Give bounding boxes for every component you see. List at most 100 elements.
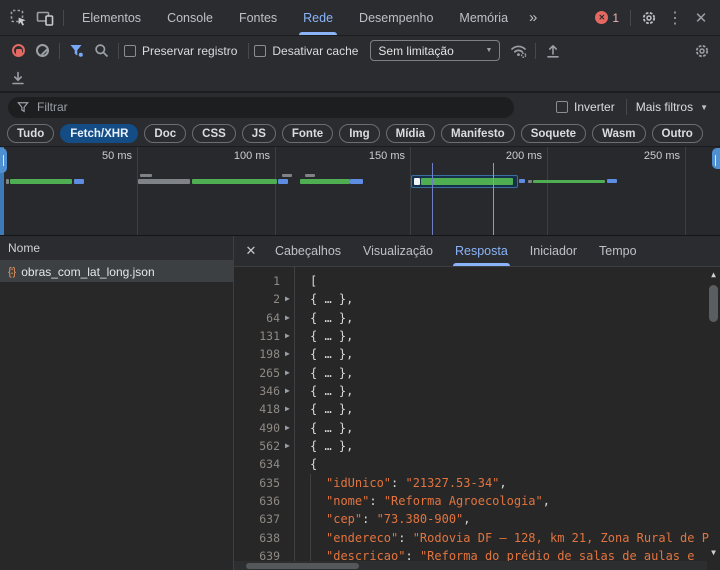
requests-name-column-header[interactable]: Nome — [0, 236, 233, 261]
chip-manifesto[interactable]: Manifesto — [441, 124, 515, 143]
overview-left-handle[interactable] — [0, 147, 4, 235]
code-line-content: "endereco": "Rodovia DF – 128, km 21, Zo… — [326, 529, 709, 547]
network-overview-timeline[interactable]: 50 ms 100 ms 150 ms 200 ms 250 ms — [0, 147, 720, 236]
disclosure-triangle-icon[interactable]: ▶ — [285, 294, 290, 304]
gear-icon — [642, 11, 656, 24]
timeline-request-bar[interactable] — [421, 178, 513, 185]
export-har-button[interactable] — [6, 67, 30, 89]
details-tab-tempo[interactable]: Tempo — [588, 236, 648, 266]
console-error-badge[interactable]: ✕ 1 — [589, 11, 625, 25]
request-row[interactable]: {∶} obras_com_lat_long.json — [0, 261, 233, 282]
timeline-request-bar[interactable] — [138, 179, 190, 184]
details-tab-visualizacao[interactable]: Visualização — [352, 236, 444, 266]
filter-row: Inverter Mais filtros ▼ — [0, 93, 720, 121]
details-tab-resposta[interactable]: Resposta — [444, 236, 519, 266]
timeline-request-bar[interactable] — [350, 179, 363, 184]
tab-desempenho[interactable]: Desempenho — [346, 0, 446, 35]
timeline-request-bar[interactable] — [607, 179, 617, 183]
timeline-request-bar[interactable] — [300, 179, 350, 184]
filter-toggle-button[interactable] — [65, 40, 89, 62]
throttling-select[interactable]: Sem limitação ▼ — [370, 40, 501, 61]
toggle-device-toolbar-button[interactable] — [32, 5, 58, 31]
funnel-icon — [17, 102, 29, 113]
close-devtools-button[interactable]: ✕ — [694, 9, 708, 27]
chip-tudo[interactable]: Tudo — [7, 124, 55, 143]
chip-fonte[interactable]: Fonte — [281, 124, 334, 143]
details-tab-cabecalhos[interactable]: Cabeçalhos — [264, 236, 352, 266]
more-filters-button[interactable]: Mais filtros ▼ — [632, 100, 712, 114]
active-tab-underline — [299, 32, 338, 35]
chip-wasm[interactable]: Wasm — [592, 124, 646, 143]
search-button[interactable] — [89, 40, 113, 62]
tab-label: Memória — [459, 10, 509, 25]
tab-label: Resposta — [454, 244, 508, 258]
chip-js[interactable]: JS — [241, 124, 276, 143]
preserve-log-checkbox[interactable] — [124, 44, 136, 57]
details-tab-iniciador[interactable]: Iniciador — [519, 236, 588, 266]
divider — [535, 42, 537, 59]
chip-soquete[interactable]: Soquete — [520, 124, 587, 143]
json-comma: , — [542, 494, 550, 509]
timeline-request-bar[interactable] — [140, 174, 152, 177]
timeline-request-bar[interactable] — [528, 180, 532, 183]
vertical-scrollbar-thumb[interactable] — [709, 285, 718, 322]
timeline-request-bar[interactable] — [6, 179, 9, 184]
line-number: 490 — [259, 420, 280, 435]
scroll-up-arrow-icon[interactable]: ▲ — [711, 270, 716, 279]
timeline-request-bar[interactable] — [10, 179, 72, 184]
horizontal-scrollbar-thumb[interactable] — [246, 562, 359, 569]
network-conditions-button[interactable] — [506, 40, 530, 62]
filter-pill[interactable] — [8, 96, 514, 118]
divider — [248, 42, 250, 59]
json-value: "21327.53-34" — [405, 475, 500, 490]
timeline-request-bar[interactable] — [305, 174, 315, 177]
tab-memoria[interactable]: Memória — [446, 0, 521, 35]
network-settings-button[interactable] — [690, 40, 714, 62]
tab-fontes[interactable]: Fontes — [226, 0, 290, 35]
more-tabs-button[interactable]: » — [529, 9, 538, 26]
timeline-request-bar[interactable] — [192, 179, 277, 184]
invert-filter-checkbox[interactable] — [556, 101, 569, 113]
disclosure-triangle-icon[interactable]: ▶ — [285, 312, 290, 322]
timeline-request-bar[interactable] — [519, 179, 525, 183]
divider — [59, 42, 60, 59]
chip-outro[interactable]: Outro — [651, 124, 703, 143]
tab-console[interactable]: Console — [154, 0, 226, 35]
disclosure-triangle-icon[interactable]: ▶ — [285, 441, 290, 451]
clear-network-log-button[interactable] — [30, 40, 54, 62]
disable-cache-checkbox[interactable] — [254, 44, 267, 57]
tab-rede[interactable]: Rede — [290, 0, 346, 35]
disclosure-triangle-icon[interactable]: ▶ — [285, 331, 290, 341]
inspect-element-button[interactable] — [6, 5, 32, 31]
timeline-request-bar[interactable] — [278, 179, 288, 184]
overview-right-grip[interactable] — [712, 148, 720, 169]
line-number: 638 — [259, 530, 280, 545]
chip-img[interactable]: Img — [339, 124, 380, 143]
chip-css[interactable]: CSS — [192, 124, 236, 143]
chip-fetch-xhr[interactable]: Fetch/XHR — [60, 124, 139, 143]
vertical-scrollbar[interactable]: ▲ ▼ — [707, 267, 720, 570]
timeline-request-bar[interactable] — [282, 174, 292, 177]
settings-button[interactable] — [636, 5, 662, 31]
chip-midia[interactable]: Mídia — [385, 124, 436, 143]
json-key: "nome" — [326, 494, 370, 509]
scroll-down-arrow-icon[interactable]: ▼ — [711, 548, 716, 557]
disclosure-triangle-icon[interactable]: ▶ — [285, 404, 290, 414]
timeline-request-bar[interactable] — [414, 178, 420, 185]
kebab-menu-button[interactable]: ⋮ — [667, 9, 683, 27]
disclosure-triangle-icon[interactable]: ▶ — [285, 367, 290, 377]
disclosure-triangle-icon[interactable]: ▶ — [285, 422, 290, 432]
disclosure-triangle-icon[interactable]: ▶ — [285, 386, 290, 396]
filter-input[interactable] — [35, 99, 505, 115]
tab-elementos[interactable]: Elementos — [69, 0, 154, 35]
chip-doc[interactable]: Doc — [144, 124, 187, 143]
line-number: 637 — [259, 512, 280, 527]
close-details-button[interactable]: ✕ — [245, 243, 257, 258]
record-network-log-button[interactable] — [6, 40, 30, 62]
import-har-button[interactable] — [541, 40, 565, 62]
horizontal-scrollbar[interactable] — [234, 561, 707, 570]
timeline-request-bar[interactable] — [533, 180, 605, 183]
timeline-request-bar[interactable] — [74, 179, 84, 184]
disclosure-triangle-icon[interactable]: ▶ — [285, 349, 290, 359]
overview-left-grip[interactable] — [0, 148, 7, 173]
